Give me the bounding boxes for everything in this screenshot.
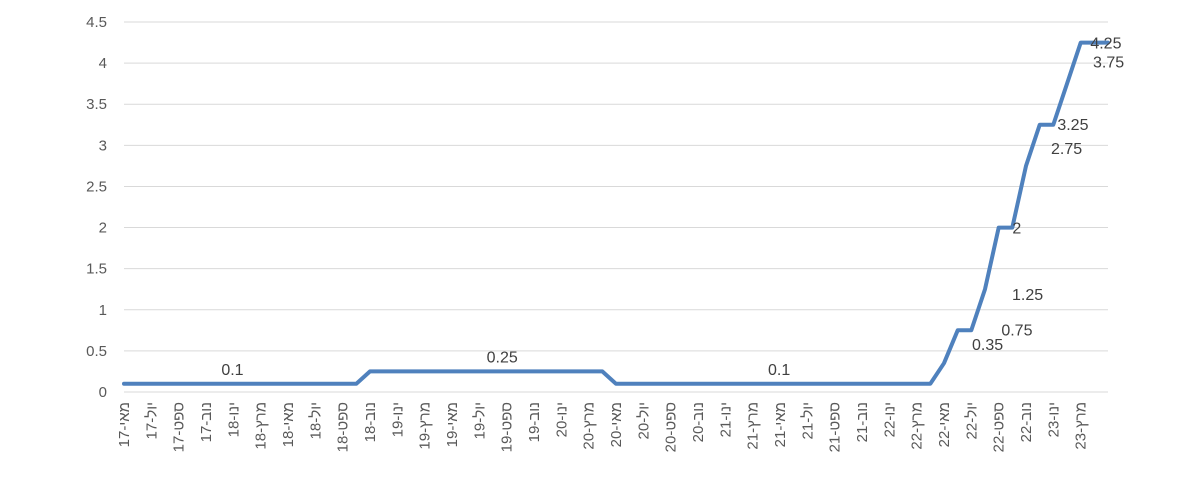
x-tick-label: ינו-22	[881, 402, 898, 437]
x-tick-label: מרץ-23	[1073, 402, 1090, 450]
data-label: 0.25	[487, 349, 518, 366]
x-tick-label: ינו-18	[225, 402, 242, 437]
x-tick-label: מאי-22	[936, 402, 953, 447]
x-tick-label: מאי-18	[280, 402, 297, 447]
data-label: 0.1	[221, 362, 243, 379]
x-tick-label: מרץ-19	[417, 402, 434, 450]
x-tick-label: נוב-20	[690, 402, 707, 442]
x-tick-label: ינו-19	[389, 402, 406, 437]
x-tick-label: יול-19	[471, 402, 488, 439]
y-tick-label: 4	[99, 55, 107, 72]
x-tick-label: מאי-20	[608, 402, 625, 447]
x-tick-label: יול-22	[963, 402, 980, 439]
x-tick-label: ספט-17	[171, 402, 188, 452]
x-tick-label: ספט-21	[827, 402, 844, 452]
data-label: 0.1	[768, 362, 790, 379]
x-tick-label: נוב-17	[198, 402, 215, 442]
y-tick-label: 2.5	[86, 178, 107, 195]
rate-series-line	[122, 40, 1110, 386]
y-tick-label: 0.5	[86, 343, 107, 360]
data-label: 2	[1012, 221, 1021, 238]
x-tick-label: מרץ-21	[745, 402, 762, 450]
x-tick-label: מרץ-22	[909, 402, 926, 450]
data-label: 3.75	[1093, 55, 1124, 72]
data-label: 0.35	[972, 337, 1003, 354]
gridlines	[124, 21, 1108, 393]
x-tick-label: יול-18	[307, 402, 324, 439]
series	[122, 40, 1110, 386]
x-tick-label: יול-17	[143, 402, 160, 439]
data-labels: 0.1 0.25 0.1 0.350.75 1.25 2 2.75 3.25 3.75 4.25	[221, 36, 1124, 379]
x-tick-label: נוב-19	[526, 402, 543, 442]
x-tick-label: נוב-22	[1018, 402, 1035, 442]
y-tick-label: 0	[99, 384, 107, 401]
x-tick-label: ינו-23	[1045, 402, 1062, 437]
x-tick-label: יול-21	[799, 402, 816, 439]
data-label: 2.75	[1051, 141, 1082, 158]
y-tick-label: 4.5	[86, 14, 107, 31]
x-tick-label: ספט-18	[335, 402, 352, 452]
x-axis: מאי-17 יול-17 ספט-17 נוב-17 ינו-18 מרץ-18 מאי-…	[116, 402, 1090, 452]
x-tick-label: ספט-19	[499, 402, 516, 452]
y-tick-label: 1.5	[86, 261, 107, 278]
x-tick-label: מאי-21	[772, 402, 789, 447]
x-tick-label: נוב-21	[854, 402, 871, 442]
x-tick-label: יול-20	[635, 402, 652, 439]
x-tick-label: ספט-20	[663, 402, 680, 452]
x-tick-label: מאי-19	[444, 402, 461, 447]
x-tick-label: ינו-20	[553, 402, 570, 437]
data-label: 4.25	[1090, 36, 1121, 53]
x-tick-label: מרץ-20	[581, 402, 598, 450]
x-tick-label: נוב-18	[362, 402, 379, 442]
y-tick-label: 1	[99, 302, 107, 319]
y-tick-label: 3.5	[86, 96, 107, 113]
x-tick-label: ינו-21	[717, 402, 734, 437]
x-tick-label: מרץ-18	[253, 402, 270, 450]
y-tick-label: 3	[99, 137, 107, 154]
data-label: 0.75	[1001, 322, 1032, 339]
x-tick-label: ספט-22	[991, 402, 1008, 452]
x-tick-label: מאי-17	[116, 402, 133, 447]
y-axis: 0 0.5 1 1.5 2 2.5 3 3.5 4 4.5	[86, 14, 107, 401]
data-label: 3.25	[1057, 117, 1088, 134]
data-label: 1.25	[1012, 287, 1043, 304]
y-tick-label: 2	[99, 220, 107, 237]
